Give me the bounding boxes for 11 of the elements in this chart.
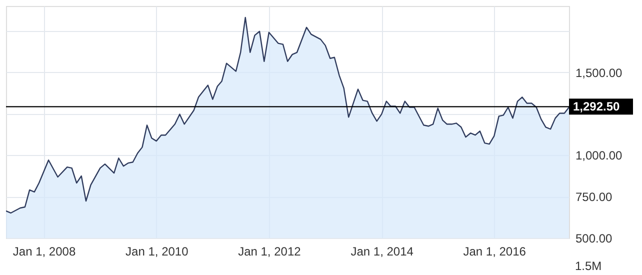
text: 1.5M — [575, 259, 602, 273]
y-tick-label: 1,000.00 — [576, 148, 623, 163]
y-tick-label: 1,500.00 — [576, 66, 623, 80]
y-tick-label: 500.00 — [576, 232, 613, 246]
x-tick-label: Jan 1, 2016 — [463, 244, 526, 258]
x-tick-label: Jan 1, 2010 — [126, 244, 189, 258]
x-tick-label: Jan 1, 2008 — [12, 244, 76, 258]
x-tick-label: Jan 1, 2012 — [238, 244, 302, 258]
ref-line-label: 1,292.50 — [573, 100, 620, 114]
y-tick-label: 750.00 — [576, 190, 613, 204]
x-tick-label: Jan 1, 2014 — [350, 244, 414, 258]
